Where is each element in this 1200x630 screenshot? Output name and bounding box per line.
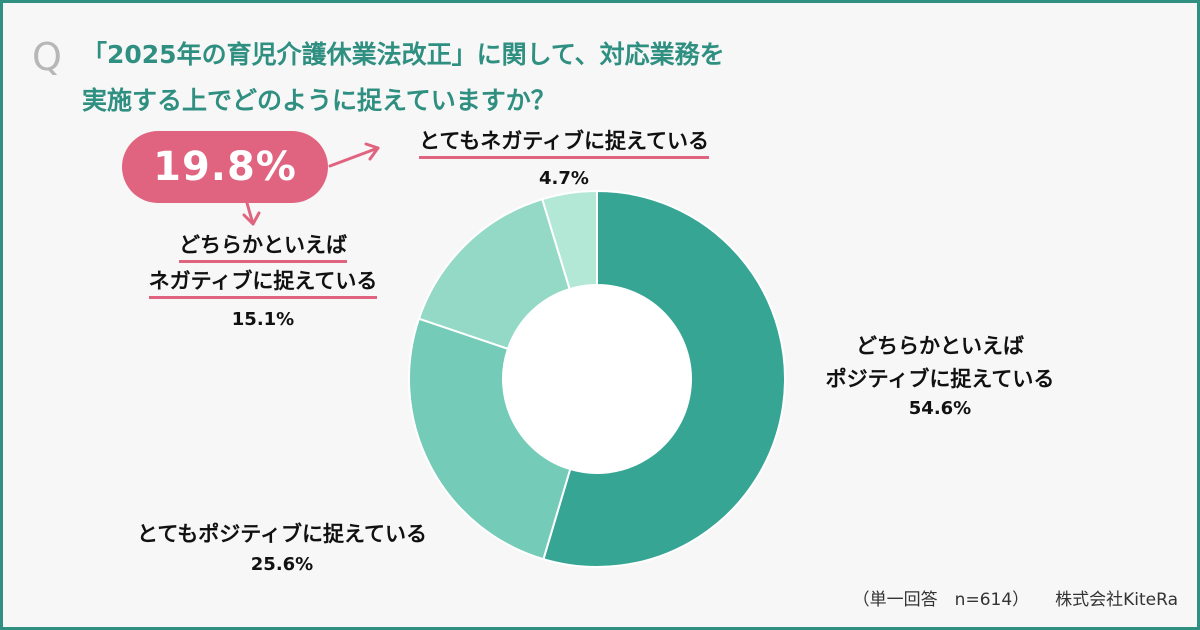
question-text-line2: 実施する上でどのように捉えていますか？ [82,86,556,115]
label-somewhat-negative-pct: 15.1% [231,309,295,330]
label-very-positive-text: とてもポジティブに捉えている [136,522,427,546]
footer: （単一回答 n=614） 株式会社KiteRa [853,585,1178,610]
footer-source: 株式会社KiteRa [1055,590,1178,610]
label-somewhat-positive-pct: 54.6% [908,398,972,420]
label-somewhat-negative: どちらかといえば ネガティブに捉えている 15.1% [118,235,408,329]
label-somewhat-negative-line1: どちらかといえば [179,235,347,263]
label-somewhat-positive-line2: ポジティブに捉えている [825,366,1055,391]
label-somewhat-positive: どちらかといえば ポジティブに捉えている 54.6% [800,330,1080,423]
question-mark: Q [32,35,62,79]
label-very-positive: とてもポジティブに捉えている 25.6% [112,518,452,578]
question-text-line1: 「2025年の育児介護休業法改正」に関して、対応業務を [82,40,725,69]
label-somewhat-negative-line2: ネガティブに捉えている [148,271,378,299]
donut-hole [503,285,691,473]
negative-total-badge: 19.8% [122,131,328,203]
label-very-negative-pct: 4.7% [539,168,589,189]
label-very-negative-text: とてもネガティブに捉えている [418,131,709,159]
label-very-positive-pct: 25.6% [250,553,314,575]
footer-note: （単一回答 n=614） [852,590,1030,610]
label-very-negative: とてもネガティブに捉えている 4.7% [398,131,730,188]
label-somewhat-positive-line1: どちらかといえば [856,334,1024,358]
